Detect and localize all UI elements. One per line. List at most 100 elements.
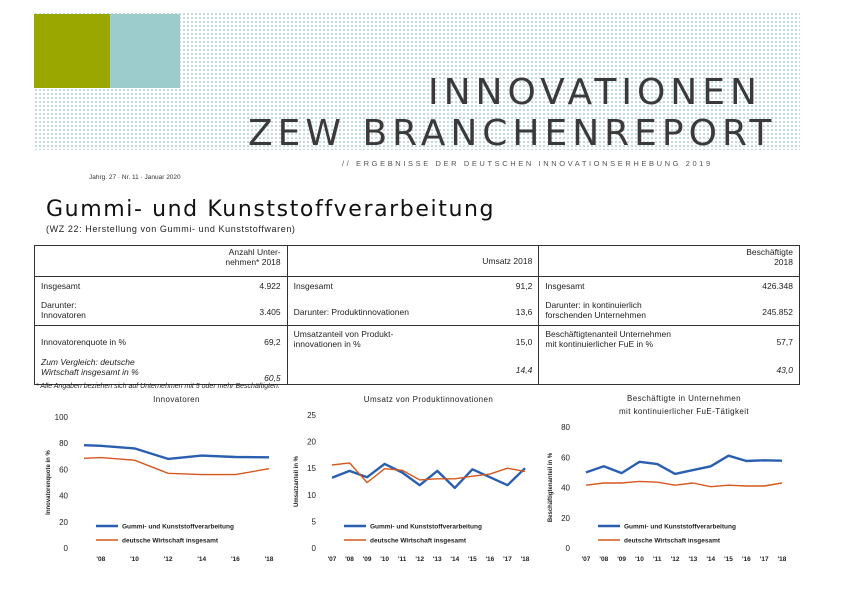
x-tick-label: '18 (778, 556, 787, 563)
row-value: 91,2 (471, 276, 540, 299)
x-tick-label: '07 (582, 556, 591, 563)
x-tick-label: '10 (380, 556, 389, 563)
y-tick-label: 80 (59, 439, 68, 448)
series-line-branche (83, 444, 270, 461)
report-series-title: INNOVATIONEN (428, 72, 762, 113)
x-tick-label: '08 (345, 556, 354, 563)
header-umsatz: Umsatz 2018 (286, 245, 540, 277)
chart-title: Innovatoren (153, 395, 200, 404)
row-value: 13,6 (471, 299, 540, 326)
x-tick-label: '10 (635, 556, 644, 563)
y-axis-label: Umsatzanteil in % (294, 455, 300, 507)
row-label (538, 356, 735, 385)
issue-info: Jahrg. 27 · Nr. 11 · Januar 2020 (89, 174, 181, 181)
table-row: Darunter: Innovatoren 3.405 Darunter: Pr… (34, 299, 800, 326)
row-value: 4.922 (224, 276, 288, 299)
y-tick-label: 20 (307, 438, 316, 447)
x-tick-label: '17 (760, 556, 769, 563)
x-tick-label: '18 (265, 556, 274, 563)
x-tick-label: '07 (328, 556, 337, 563)
x-tick-label: '08 (96, 556, 105, 563)
y-axis-label: Innovatorenquote in % (46, 450, 52, 515)
x-tick-label: '14 (197, 556, 206, 563)
series-line-gesamt (331, 462, 526, 484)
chart-umsatz-produktinnovationen: Umsatz von Produktinnovationen 0 5 10 15 20 25… (294, 395, 530, 563)
legend-label: deutsche Wirtschaft insgesamt (122, 538, 219, 545)
x-tick-label: '15 (468, 556, 477, 563)
row-label: Innovatorenquote in % (34, 325, 225, 356)
x-tick-label: '13 (433, 556, 442, 563)
header-olive-square (34, 14, 110, 88)
y-tick-label: 15 (307, 464, 316, 473)
series-line-gesamt (585, 480, 783, 488)
chart-title: mit kontinuierlicher FuE-Tätigkeit (619, 407, 749, 416)
x-tick-label: '12 (415, 556, 424, 563)
legend-label: Gummi- und Kunststoffverarbeitung (122, 524, 234, 531)
header-teal-square (110, 14, 180, 88)
row-label: Darunter: in kontinuierlich forschenden … (538, 299, 735, 326)
row-label: Beschäftigtenanteil Unternehmen mit kont… (538, 325, 735, 356)
table-row: Innovatorenquote in % 69,2 Umsatzanteil … (34, 325, 800, 356)
row-value: 15,0 (471, 325, 540, 356)
row-value: 69,2 (224, 325, 288, 356)
x-tick-label: '16 (231, 556, 240, 563)
y-tick-label: 25 (307, 411, 316, 420)
x-tick-label: '15 (724, 556, 733, 563)
x-tick-label: '14 (450, 556, 459, 563)
row-label: Darunter: Produktinnovationen (286, 299, 472, 326)
page-title: Gummi- und Kunststoffverarbeitung (46, 197, 496, 222)
table-row: Insgesamt 4.922 Insgesamt 91,2 Insgesamt… (34, 276, 800, 299)
row-label: Umsatzanteil von Produkt- innovationen i… (286, 325, 472, 356)
y-tick-label: 10 (307, 491, 316, 500)
x-tick-label: '11 (398, 556, 407, 563)
x-tick-label: '14 (706, 556, 715, 563)
x-tick-label: '17 (503, 556, 512, 563)
chart-innovatoren: Innovatoren 0 20 40 60 80 100 Innovatorenquote … (46, 395, 274, 563)
survey-tagline: // ERGEBNISSE DER DEUTSCHEN INNOVATIONSE… (342, 159, 713, 168)
y-tick-label: 0 (312, 544, 317, 553)
table-footnote: * Alle Angaben beziehen sich auf Unterne… (36, 383, 280, 390)
legend-label: deutsche Wirtschaft insgesamt (624, 538, 721, 545)
row-label: Insgesamt (286, 276, 472, 299)
x-tick-label: '08 (599, 556, 608, 563)
row-label: Darunter: Innovatoren (34, 299, 225, 326)
y-tick-label: 100 (55, 413, 69, 422)
row-value: 43,0 (734, 356, 800, 385)
row-label (286, 356, 472, 385)
x-tick-label: '10 (130, 556, 139, 563)
table-row: Zum Vergleich: deutsche Wirtschaft insge… (34, 356, 800, 385)
legend-label: Gummi- und Kunststoffverarbeitung (370, 524, 482, 531)
row-label: Insgesamt (34, 276, 225, 299)
legend-label: deutsche Wirtschaft insgesamt (370, 538, 467, 545)
series-line-gesamt (83, 456, 270, 476)
table-header-row: Anzahl Unter- nehmen* 2018 Umsatz 2018 B… (34, 245, 800, 277)
x-tick-label: '16 (742, 556, 751, 563)
header-beschaeftigte: Beschäftigte 2018 (538, 245, 800, 277)
series-line-branche (585, 454, 783, 476)
y-tick-label: 0 (64, 544, 69, 553)
y-tick-label: 60 (561, 453, 570, 462)
x-tick-label: '11 (653, 556, 662, 563)
x-tick-label: '09 (617, 556, 626, 563)
row-value: 14,4 (471, 356, 540, 385)
y-tick-label: 5 (312, 517, 317, 526)
x-tick-label: '18 (521, 556, 530, 563)
y-tick-label: 0 (566, 544, 571, 553)
y-tick-label: 80 (561, 423, 570, 432)
y-tick-label: 60 (59, 465, 68, 474)
row-value: 426.348 (734, 276, 800, 299)
x-tick-label: '12 (164, 556, 173, 563)
y-tick-label: 20 (59, 518, 68, 527)
industry-code: (WZ 22: Herstellung von Gummi- und Kunst… (46, 224, 296, 234)
x-tick-label: '13 (689, 556, 698, 563)
x-tick-label: '12 (671, 556, 680, 563)
row-value: 57,7 (734, 325, 800, 356)
row-value: 245.852 (734, 299, 800, 326)
y-axis-label: Beschäftigtenanteil in % (548, 452, 554, 522)
y-tick-label: 40 (59, 492, 68, 501)
y-tick-label: 20 (561, 514, 570, 523)
report-series-subtitle: ZEW BRANCHENREPORT (248, 113, 777, 154)
row-label: Zum Vergleich: deutsche Wirtschaft insge… (34, 356, 225, 385)
legend-label: Gummi- und Kunststoffverarbeitung (624, 524, 736, 531)
x-tick-label: '09 (363, 556, 372, 563)
